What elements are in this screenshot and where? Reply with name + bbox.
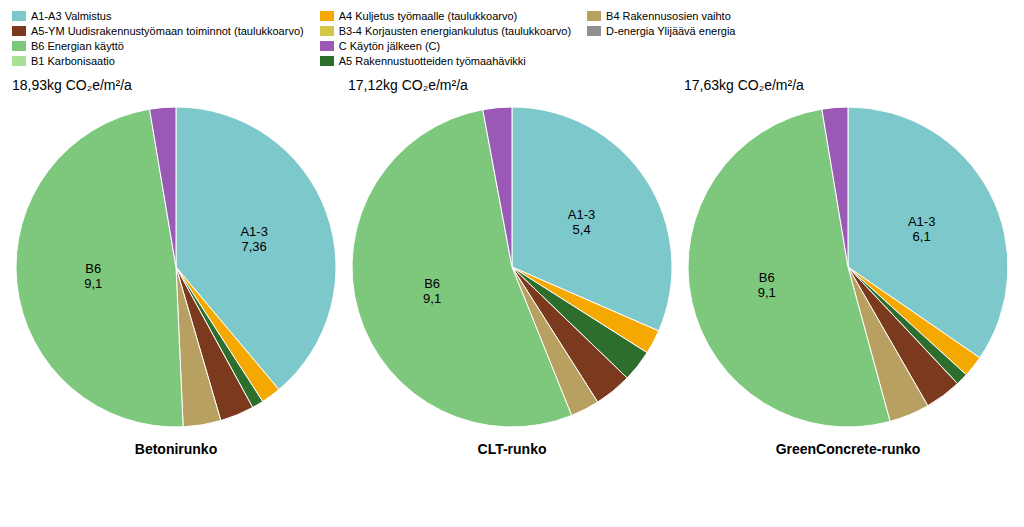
html-text:B3-4 Korjausten energiankulutu: B3-4 Korjausten energiankulutus (taulukk… <box>338 25 571 37</box>
svg-text:B69,1: B69,1 <box>84 261 102 291</box>
html-text:A4 Kuljetus työmaalle (taulukk: A4 Kuljetus työmaalle (taulukkoarvo) <box>338 10 518 22</box>
html-text:D-energia Ylijäävä energia: D-energia Ylijäävä energia <box>606 25 736 37</box>
html-text:18,93kg CO₂e/m²/a: 18,93kg CO₂e/m²/a <box>12 77 132 93</box>
html-text:A1-A3 Valmistus: A1-A3 Valmistus <box>31 10 112 22</box>
html-text:Betonirunko: Betonirunko <box>134 441 218 457</box>
html-text:17,63kg CO₂e/m²/a: 17,63kg CO₂e/m²/a <box>684 77 804 93</box>
svg-text:A1-37,36: A1-37,36 <box>240 224 267 254</box>
html-text:C Käytön jälkeen (C): C Käytön jälkeen (C) <box>338 40 441 52</box>
html-text:B4 Rakennusosien vaihto: B4 Rakennusosien vaihto <box>606 10 731 22</box>
html-text:17,12kg CO₂e/m²/a: 17,12kg CO₂e/m²/a <box>348 77 468 93</box>
html-text:CLT-runko: CLT-runko <box>477 441 547 457</box>
svg-text:B69,1: B69,1 <box>423 275 441 305</box>
html-text:GreenConcrete-runko: GreenConcrete-runko <box>775 441 921 457</box>
html-text:B1 Karbonisaatio: B1 Karbonisaatio <box>31 55 115 67</box>
svg-text:B69,1: B69,1 <box>758 270 776 300</box>
svg-text:A1-35,4: A1-35,4 <box>568 206 595 236</box>
html-text:A5-YM Uudisrakennustyömaan toi: A5-YM Uudisrakennustyömaan toiminnot (ta… <box>31 25 304 37</box>
html-text:A5 Rakennustuotteiden työmaahä: A5 Rakennustuotteiden työmaahävikki <box>338 55 526 67</box>
svg-text:A1-36,1: A1-36,1 <box>908 213 935 243</box>
html-text:B6 Energian käyttö: B6 Energian käyttö <box>31 40 124 52</box>
